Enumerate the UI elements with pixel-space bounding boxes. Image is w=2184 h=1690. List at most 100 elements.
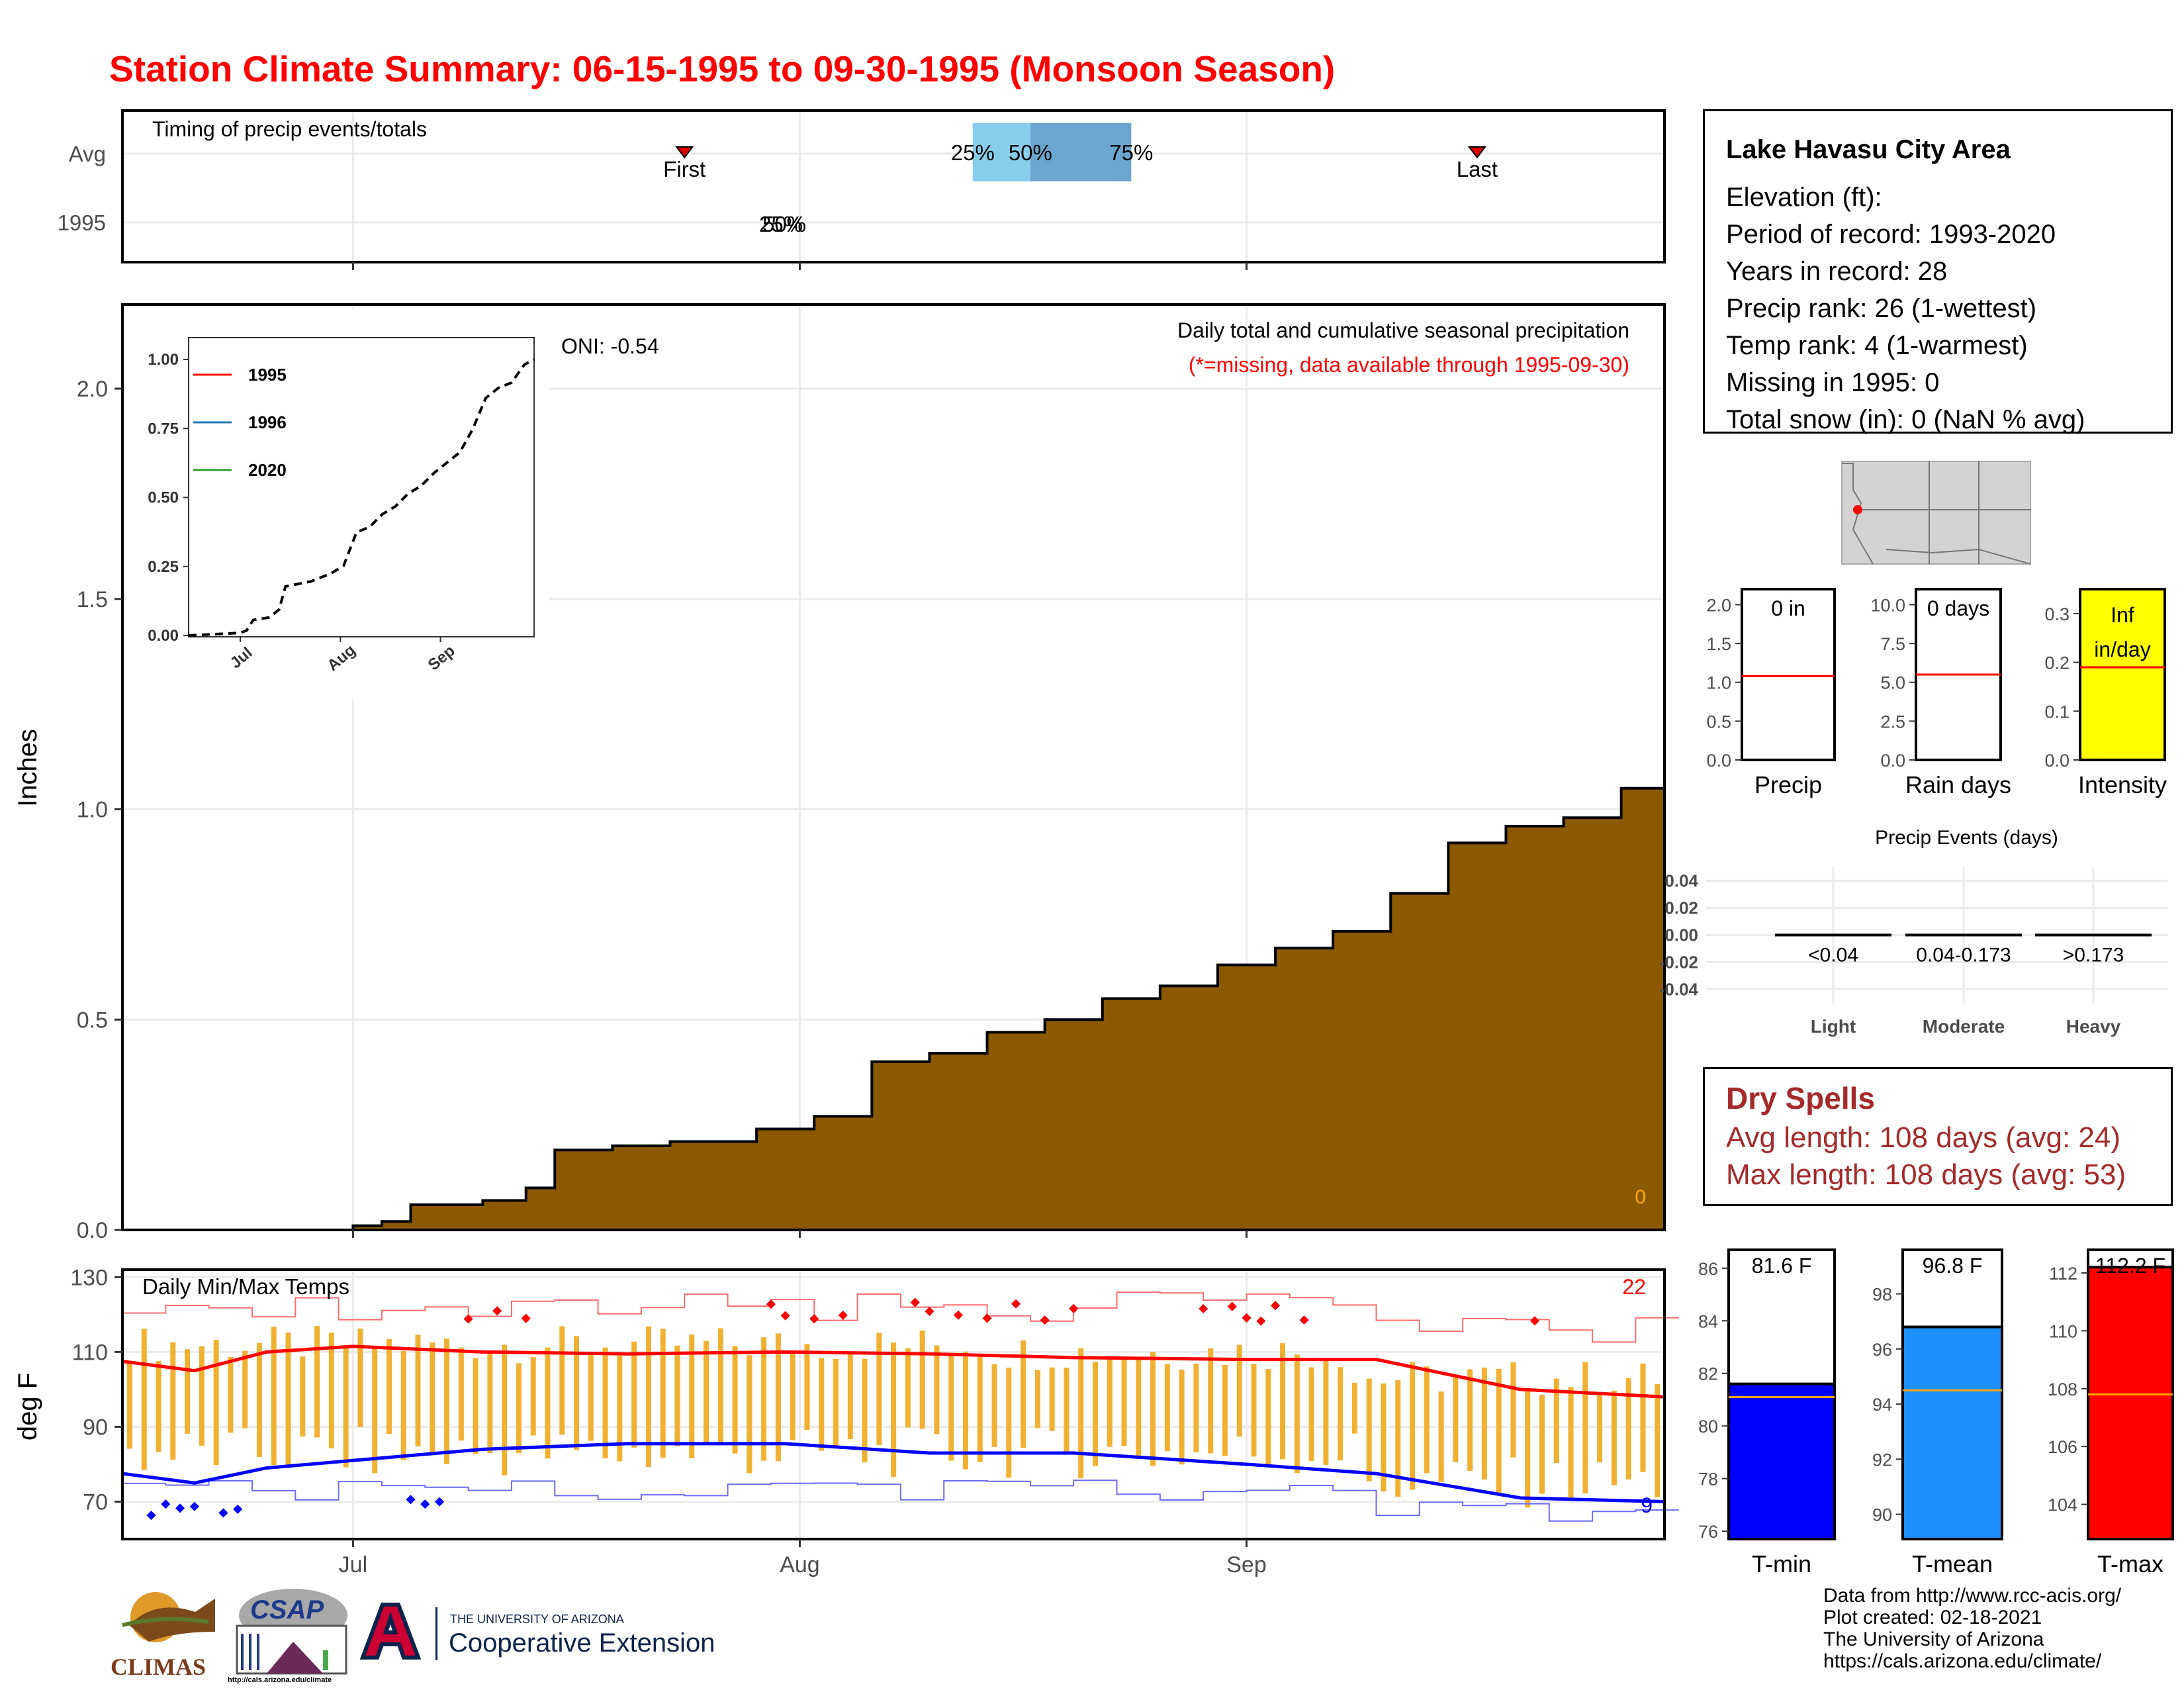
daily-temp-bar bbox=[819, 1358, 825, 1451]
temp-summary-y-tick-label: 90 bbox=[1872, 1505, 1892, 1525]
daily-temp-bar bbox=[1021, 1340, 1026, 1448]
events-y-tick-label: 0.00 bbox=[1664, 925, 1698, 945]
daily-temp-bar bbox=[1553, 1378, 1559, 1464]
daily-temp-bar bbox=[1150, 1351, 1156, 1466]
record-min-count: 9 bbox=[1641, 1493, 1653, 1517]
daily-temp-bar bbox=[833, 1358, 839, 1449]
record-max-marker bbox=[1299, 1315, 1309, 1325]
daily-temp-bar bbox=[934, 1345, 940, 1434]
timing-row-avg-label: Avg bbox=[69, 142, 106, 166]
daily-temp-bar bbox=[1107, 1356, 1113, 1447]
temp-summary-bar-t-min bbox=[1727, 1382, 1836, 1541]
quartile-50-75-box bbox=[1030, 123, 1132, 181]
daily-temp-bar bbox=[1208, 1348, 1214, 1454]
ua-logo-bottom-text: Cooperative Extension bbox=[449, 1628, 715, 1658]
daily-temp-bar bbox=[1236, 1344, 1242, 1437]
mini-y-tick-label: 2.5 bbox=[1880, 712, 1905, 731]
precip-y-tick-label: 0.0 bbox=[77, 1218, 108, 1243]
daily-temp-bar bbox=[617, 1355, 623, 1462]
record-max-marker bbox=[1227, 1301, 1237, 1311]
daily-temp-bar bbox=[891, 1342, 897, 1478]
last-event-marker bbox=[1467, 146, 1486, 159]
events-x-label: Light bbox=[1811, 1016, 1856, 1037]
record-max-count: 22 bbox=[1622, 1275, 1646, 1299]
mini-y-tick-label: 1.0 bbox=[1706, 673, 1731, 693]
events-y-tick-label: -0.02 bbox=[1659, 953, 1698, 972]
mini-y-tick-label: 0.0 bbox=[1706, 751, 1731, 771]
inset-cumulative-line bbox=[188, 358, 535, 637]
daily-temp-bar bbox=[1265, 1369, 1271, 1466]
daily-temp-bar bbox=[559, 1326, 565, 1435]
daily-temp-bar bbox=[905, 1348, 911, 1428]
daily-temp-bar bbox=[862, 1358, 868, 1463]
year-50-label: 50% bbox=[762, 212, 806, 236]
temp-x-tick-label: Jul bbox=[339, 1552, 367, 1577]
mini-y-tick-label: 0.0 bbox=[2044, 751, 2070, 771]
inset-y-tick-label: 1.00 bbox=[148, 351, 179, 369]
temp-summary-y-tick-label: 96 bbox=[1872, 1340, 1892, 1360]
record-max-line bbox=[122, 1291, 1679, 1343]
ua-logo-top-text: THE UNIVERSITY OF ARIZONA bbox=[450, 1613, 624, 1626]
daily-temp-bar bbox=[645, 1326, 651, 1467]
mini-chart-rain-days: 0.0 2.5 5.0 7.5 10.0 0 days Rain days bbox=[1870, 588, 2011, 798]
daily-temp-bar bbox=[588, 1352, 594, 1441]
daily-temp-bar bbox=[228, 1356, 234, 1433]
daily-temp-bar bbox=[1006, 1367, 1012, 1478]
q75-label: 75% bbox=[1109, 140, 1153, 165]
record-max-marker bbox=[780, 1311, 790, 1321]
station-precip-rank: Precip rank: 26 (1-wettest) bbox=[1726, 294, 2037, 323]
events-y-tick-label: -0.04 bbox=[1659, 980, 1699, 1000]
state-locator-map bbox=[1841, 461, 2031, 565]
daily-temp-bar bbox=[1381, 1383, 1387, 1492]
credits-block: Data from http://www.rcc-acis.org/ Plot … bbox=[1823, 1585, 2121, 1672]
daily-temp-bar bbox=[977, 1356, 983, 1462]
daily-temp-bar bbox=[1597, 1393, 1603, 1463]
mini-chart-precip: 0.0 0.5 1.0 1.5 2.0 0 in Precip bbox=[1706, 588, 1836, 798]
temp-summary-y-tick-label: 84 bbox=[1698, 1311, 1718, 1331]
temp-summary-y-tick-label: 94 bbox=[1872, 1395, 1892, 1415]
daily-temp-bar bbox=[430, 1342, 435, 1454]
station-total-snow: Total snow (in): 0 (NaN % avg) bbox=[1726, 405, 2085, 434]
daily-temp-bar bbox=[919, 1330, 925, 1429]
daily-temp-bar bbox=[343, 1346, 349, 1468]
daily-temp-bar bbox=[1351, 1382, 1357, 1434]
temp-y-tick-label: 70 bbox=[83, 1489, 108, 1515]
temp-summary-y-tick-label: 92 bbox=[1872, 1450, 1892, 1470]
daily-temp-bar bbox=[574, 1336, 580, 1450]
daily-temp-bar bbox=[1338, 1367, 1343, 1461]
climas-logo-text: CLIMAS bbox=[111, 1654, 206, 1680]
daily-temp-bar bbox=[674, 1345, 680, 1446]
daily-temp-bar bbox=[328, 1333, 334, 1448]
temp-x-tick-label: Sep bbox=[1226, 1552, 1267, 1577]
daily-temp-bar bbox=[1496, 1368, 1502, 1493]
daily-temp-bar bbox=[1179, 1369, 1185, 1465]
record-max-marker bbox=[925, 1306, 934, 1317]
temp-summary-title: T-min bbox=[1752, 1550, 1811, 1577]
daily-temp-bar bbox=[1640, 1363, 1646, 1472]
dry-spells-title: Dry Spells bbox=[1726, 1081, 1875, 1115]
precip-y-axis-label: Inches bbox=[13, 729, 42, 807]
summary-mini-charts: 0.0 0.5 1.0 1.5 2.0 0 in Precip 0.0 2.5 5.0 7.5 10.… bbox=[1706, 588, 2167, 798]
dry-spells-max: Max length: 108 days (avg: 53) bbox=[1726, 1158, 2126, 1191]
mini-chart-intensity: 0.0 0.1 0.2 0.3 Inf in/day Intensity bbox=[2044, 588, 2167, 798]
mini-chart-title: Rain days bbox=[1905, 771, 2011, 798]
daily-temp-bar bbox=[991, 1364, 997, 1447]
mini-y-tick-label: 10.0 bbox=[1870, 595, 1905, 615]
mini-bar-label-precip: 0 in bbox=[1771, 596, 1805, 620]
inset-y-tick-label: 0.50 bbox=[148, 489, 179, 507]
station-temp-rank: Temp rank: 4 (1-warmest) bbox=[1726, 331, 2028, 360]
daily-temp-bar bbox=[1611, 1390, 1617, 1485]
temp-summary-t-max: 112.2 F 104 106 108 110 112 T-max bbox=[2048, 1248, 2174, 1577]
daily-temp-bar bbox=[948, 1354, 954, 1461]
mini-y-tick-label: 1.5 bbox=[1706, 634, 1731, 654]
precip-y-tick-label: 2.0 bbox=[77, 377, 108, 402]
mini-y-tick-label: 0.3 bbox=[2044, 604, 2070, 624]
record-max-marker bbox=[809, 1314, 819, 1324]
temp-y-tick-label: 130 bbox=[70, 1265, 108, 1290]
daily-temp-bar bbox=[790, 1352, 796, 1440]
temp-summary-y-tick-label: 108 bbox=[2048, 1380, 2077, 1399]
inset-y-tick-label: 0.25 bbox=[148, 558, 179, 576]
temp-summary-y-tick-label: 86 bbox=[1698, 1259, 1718, 1279]
